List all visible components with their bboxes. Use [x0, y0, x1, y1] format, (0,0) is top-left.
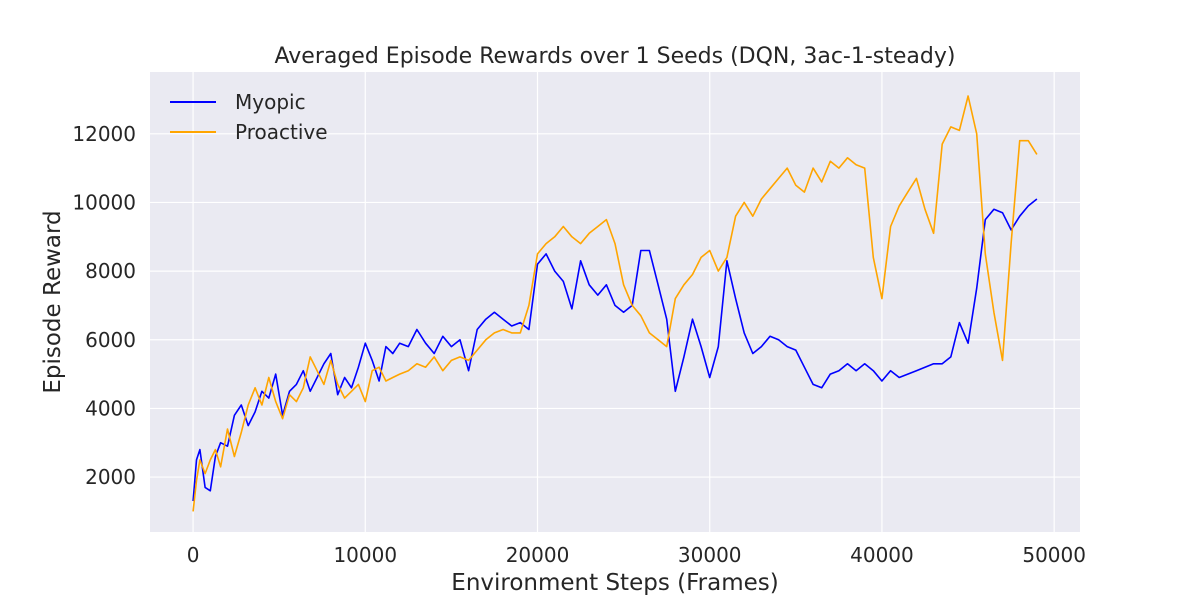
x-tick-label: 30000 — [678, 543, 742, 567]
legend-label-proactive: Proactive — [235, 120, 328, 144]
y-tick-label: 2000 — [85, 465, 136, 489]
x-axis-ticks: 0 10000 20000 30000 40000 50000 — [187, 543, 1086, 567]
y-axis-title: Episode Reward — [40, 210, 66, 393]
x-tick-label: 40000 — [850, 543, 914, 567]
grid-lines — [150, 72, 1080, 532]
y-axis-ticks: 2000 4000 6000 8000 10000 12000 — [72, 122, 136, 489]
y-tick-label: 8000 — [85, 259, 136, 283]
x-axis-title: Environment Steps (Frames) — [451, 570, 778, 596]
series-lines — [192, 95, 1038, 512]
y-tick-label: 12000 — [72, 122, 136, 146]
x-tick-label: 0 — [187, 543, 200, 567]
plot-background — [150, 72, 1080, 532]
chart-title: Averaged Episode Rewards over 1 Seeds (D… — [275, 44, 956, 69]
series-line-proactive — [192, 95, 1038, 512]
x-tick-label: 50000 — [1022, 543, 1086, 567]
x-tick-label: 10000 — [333, 543, 397, 567]
series-line-myopic — [192, 198, 1038, 502]
y-tick-label: 10000 — [72, 190, 136, 214]
y-tick-label: 6000 — [85, 328, 136, 352]
y-tick-label: 4000 — [85, 396, 136, 420]
x-tick-label: 20000 — [506, 543, 570, 567]
legend: Myopic Proactive — [170, 90, 328, 144]
legend-label-myopic: Myopic — [235, 90, 306, 114]
